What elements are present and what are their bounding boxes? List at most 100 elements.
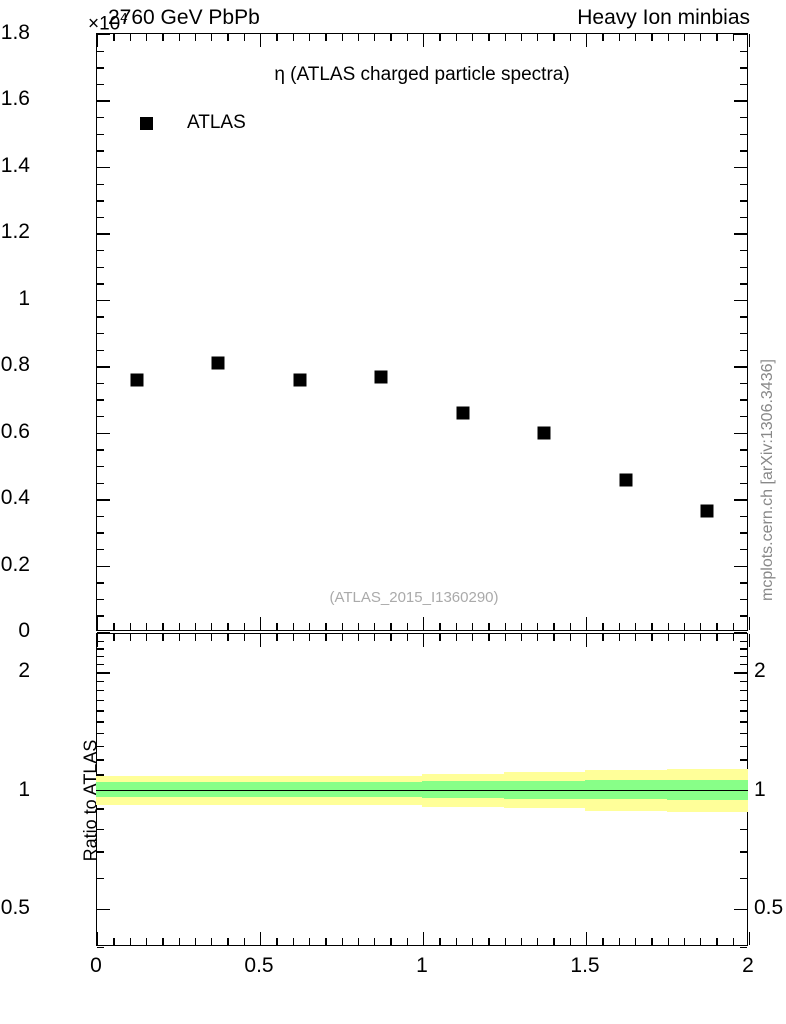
main-y-tick — [734, 499, 747, 501]
main-y-tick — [740, 316, 747, 318]
data-point-atlas — [700, 504, 714, 518]
main-y-tick — [734, 100, 747, 102]
ratio-x-tick — [439, 938, 441, 945]
main-y-tick — [734, 299, 747, 302]
x-tick-label: 1.5 — [570, 954, 600, 977]
ratio-x-tick — [260, 932, 262, 945]
ratio-x-tick — [749, 634, 751, 647]
main-x-tick — [113, 34, 115, 41]
main-x-tick — [553, 623, 555, 630]
ratio-y-tick — [740, 640, 747, 643]
ratio-y-tick — [740, 699, 747, 702]
main-y-tick — [740, 333, 747, 335]
main-y-tick — [97, 615, 104, 617]
legend: ATLAS — [140, 112, 246, 134]
ratio-x-tick — [357, 634, 360, 641]
data-point-atlas — [537, 426, 551, 440]
main-x-tick — [586, 34, 588, 47]
ratio-x-tick — [667, 634, 669, 641]
main-x-tick — [586, 617, 588, 630]
panel-gap-mask — [0, 631, 96, 643]
main-y-tick-label: 1.6 — [0, 87, 30, 111]
ratio-x-tick — [97, 932, 99, 945]
main-x-tick — [243, 623, 246, 630]
main-x-tick — [618, 34, 620, 41]
main-y-tick — [97, 565, 110, 567]
main-y-tick-label: 1.4 — [0, 153, 30, 177]
main-y-tick — [97, 216, 104, 219]
ratio-x-tick — [732, 938, 735, 945]
main-y-tick — [97, 249, 104, 252]
main-x-tick — [651, 34, 653, 41]
main-y-tick — [740, 582, 747, 584]
ratio-y-tick — [97, 721, 104, 723]
main-y-tick — [97, 67, 104, 69]
main-x-tick — [634, 623, 637, 630]
ratio-x-tick — [749, 932, 751, 945]
main-y-tick — [740, 183, 747, 185]
main-x-tick — [97, 617, 99, 630]
main-x-tick — [455, 623, 457, 630]
ratio-x-tick — [667, 938, 669, 945]
x-tick-label: 1 — [416, 954, 428, 977]
main-y-tick — [97, 432, 110, 435]
ratio-x-tick — [602, 634, 604, 641]
main-y-tick — [740, 266, 747, 268]
main-y-tick — [97, 382, 104, 385]
ratio-y-tick — [97, 745, 104, 748]
main-x-tick — [374, 34, 376, 41]
ratio-x-tick — [243, 938, 246, 945]
main-x-tick — [553, 34, 555, 41]
ratio-y-tick — [97, 733, 104, 735]
ratio-x-tick — [488, 938, 490, 945]
ratio-y-tick-label: 2 — [18, 659, 30, 683]
main-x-tick — [471, 623, 474, 630]
ratio-x-tick — [455, 634, 457, 641]
legend-label-atlas: ATLAS — [187, 112, 246, 133]
ratio-y-tick — [97, 648, 104, 650]
ratio-y-tick — [97, 672, 110, 674]
ratio-y-tick — [97, 877, 104, 880]
main-y-tick — [97, 200, 104, 202]
main-x-tick — [455, 34, 457, 41]
ratio-x-tick — [553, 938, 555, 945]
ratio-y-tick — [734, 908, 747, 911]
ratio-x-tick — [341, 938, 343, 945]
ratio-y-tick-label-right: 0.5 — [754, 895, 784, 919]
data-point-atlas — [619, 473, 633, 486]
ratio-y-tick-label: 1 — [18, 777, 30, 801]
ratio-x-tick — [374, 634, 376, 641]
ratio-x-tick — [700, 938, 702, 945]
plot-title: η (ATLAS charged particle spectra) — [274, 64, 570, 85]
main-y-tick — [97, 465, 104, 468]
main-x-tick — [602, 623, 604, 630]
ratio-y-tick — [740, 759, 747, 761]
analysis-id-watermark: (ATLAS_2015_I1360290) — [329, 589, 499, 606]
ratio-x-tick — [683, 938, 686, 945]
main-x-tick — [162, 623, 164, 630]
main-y-tick-label: 0.6 — [0, 419, 30, 443]
ratio-y-tick — [97, 699, 104, 702]
main-x-tick — [488, 34, 490, 41]
main-x-tick — [194, 623, 197, 630]
main-x-tick — [357, 34, 360, 41]
ratio-x-tick — [651, 938, 653, 945]
ratio-y-tick — [97, 640, 104, 643]
ratio-y-tick — [740, 947, 747, 949]
main-y-tick — [97, 266, 104, 268]
main-x-tick — [145, 623, 148, 630]
main-x-tick — [276, 623, 278, 630]
main-x-tick — [145, 34, 148, 41]
ratio-x-tick — [178, 634, 180, 641]
ratio-x-tick — [716, 634, 718, 641]
main-y-tick — [97, 166, 110, 169]
main-y-tick — [97, 532, 104, 534]
data-point-atlas — [130, 373, 144, 386]
main-x-tick — [667, 623, 669, 630]
ratio-x-tick — [618, 938, 620, 945]
main-x-tick — [504, 34, 506, 41]
main-x-tick — [211, 34, 213, 41]
ratio-x-tick — [162, 938, 164, 945]
main-x-tick — [406, 623, 409, 630]
main-x-tick — [129, 34, 131, 41]
